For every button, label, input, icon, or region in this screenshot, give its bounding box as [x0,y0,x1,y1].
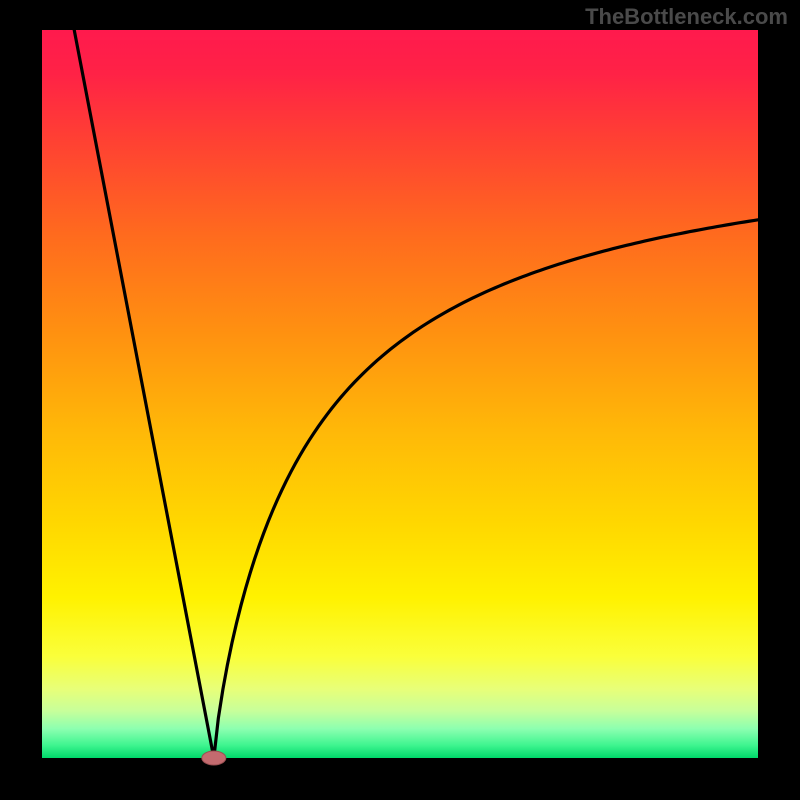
watermark-text: TheBottleneck.com [585,4,788,30]
chart-container: TheBottleneck.com [0,0,800,800]
plot-area [42,30,758,758]
chart-svg [0,0,800,800]
optimal-point-marker [202,751,226,765]
